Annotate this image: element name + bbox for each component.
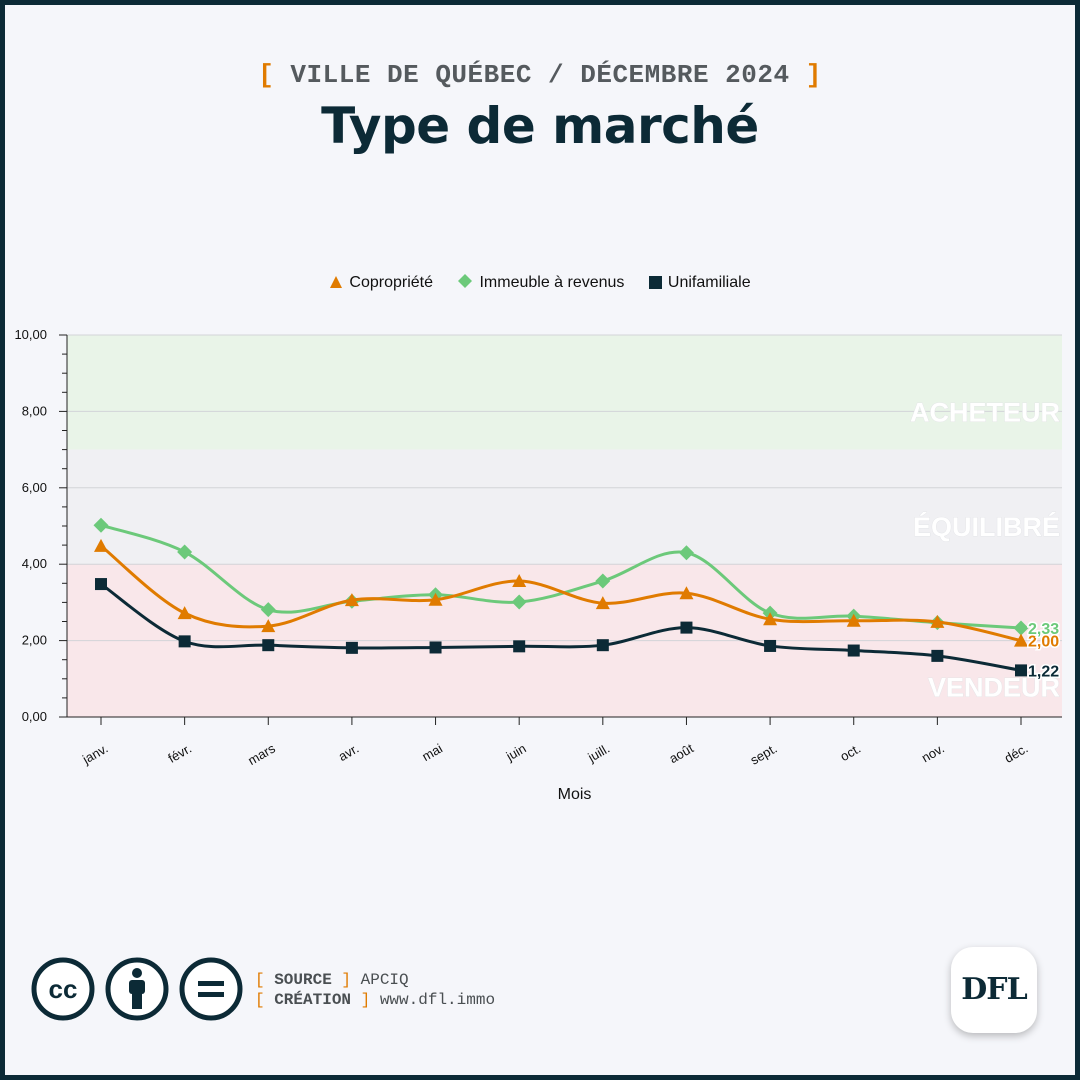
x-tick-label: mai (419, 741, 445, 765)
legend-label-copropriete: Copropriété (349, 273, 434, 291)
dfl-logo: DFL (951, 947, 1037, 1033)
attribution-icon (105, 957, 169, 1021)
credits: [ SOURCE ] APCIQ [ CRÉATION ] www.dfl.im… (255, 970, 495, 1010)
chart-legend: Copropriété Immeuble à revenus Unifamili… (5, 273, 1075, 292)
x-axis-title: Mois (558, 786, 592, 803)
cc-icon: cc (31, 957, 95, 1021)
credit-creation-value: www.dfl.immo (379, 991, 496, 1009)
end-value-label: 2,33 (1028, 621, 1059, 638)
x-tick-label: mars (245, 740, 278, 768)
end-value-label: 2,00 (1028, 634, 1059, 651)
data-point-triangle (1014, 633, 1028, 647)
kicker-text: VILLE DE QUÉBEC / DÉCEMBRE 2024 (290, 60, 790, 90)
legend-label-immeuble: Immeuble à revenus (479, 274, 625, 291)
data-point-diamond (260, 602, 276, 618)
data-point-square (1015, 664, 1027, 677)
y-tick-label: 8,00 (22, 403, 47, 418)
data-point-square (513, 640, 526, 653)
data-point-diamond (1013, 620, 1029, 636)
x-tick-label: avr. (336, 741, 362, 764)
x-tick-label: févr. (165, 741, 194, 766)
data-point-triangle (428, 592, 443, 606)
x-tick-label: juill. (585, 741, 613, 766)
data-point-triangle (94, 538, 108, 552)
data-point-triangle (679, 586, 694, 600)
data-point-diamond (678, 545, 694, 561)
zone-band-2 (67, 449, 1062, 565)
data-point-square (680, 621, 693, 634)
x-tick-label: nov. (919, 741, 947, 766)
credit-creation-key: CRÉATION (274, 991, 352, 1009)
credit-source-value: APCIQ (360, 971, 409, 989)
data-point-diamond (511, 594, 527, 610)
data-point-diamond (595, 573, 611, 589)
x-tick-label: déc. (1002, 741, 1031, 766)
y-tick-label: 2,00 (22, 633, 47, 648)
cc-text: cc (49, 974, 78, 1004)
y-tick-label: 0,00 (22, 709, 47, 724)
y-tick-label: 10,00 (14, 327, 47, 342)
legend-item-copropriete: Copropriété (329, 274, 433, 292)
x-tick-label: janv. (79, 741, 110, 768)
x-tick-label: oct. (838, 741, 864, 764)
data-point-triangle (344, 593, 359, 607)
end-value-label: 1,22 (1028, 663, 1059, 680)
data-point-square (95, 578, 107, 591)
data-point-triangle (177, 606, 192, 620)
kicker-bracket-close: ] (805, 60, 822, 90)
data-point-square (847, 644, 860, 657)
data-point-triangle (846, 613, 861, 627)
kicker: [ VILLE DE QUÉBEC / DÉCEMBRE 2024 ] (5, 60, 1075, 90)
series-line-triangle (100, 544, 1022, 643)
data-point-square (345, 641, 358, 654)
data-point-triangle (763, 612, 778, 626)
legend-item-unifamiliale: Unifamiliale (648, 273, 751, 292)
page-title: Type de marché (321, 97, 759, 155)
data-point-square (178, 635, 191, 648)
data-point-triangle (595, 596, 610, 610)
x-tick-label: juin (503, 741, 529, 765)
series-line-square (100, 582, 1022, 672)
zone-label: VENDEUR (928, 672, 1060, 702)
data-point-diamond (177, 544, 193, 560)
legend-item-immeuble: Immeuble à revenus (457, 273, 624, 292)
data-point-diamond (93, 517, 109, 533)
x-tick-label: sept. (748, 741, 780, 768)
no-derivatives-icon (179, 957, 243, 1021)
zone-label: ACHETEUR (910, 397, 1060, 427)
data-point-square (764, 639, 777, 652)
data-point-triangle (930, 614, 945, 628)
kicker-bracket-open: [ (258, 60, 275, 90)
data-point-triangle (261, 619, 276, 633)
credit-creation: [ CRÉATION ] www.dfl.immo (255, 991, 496, 1009)
credit-source: [ SOURCE ] APCIQ (255, 971, 409, 989)
x-tick-label: août (667, 740, 697, 766)
data-point-square (596, 639, 609, 652)
zone-label: ÉQUILIBRÉ (913, 511, 1060, 542)
triangle-icon (330, 275, 343, 288)
zone-band-1 (67, 335, 1062, 450)
square-icon (648, 275, 662, 289)
data-point-triangle (512, 574, 527, 588)
legend-label-unifamiliale: Unifamiliale (667, 273, 751, 291)
credit-source-key: SOURCE (274, 971, 332, 989)
y-tick-label: 6,00 (22, 480, 47, 495)
data-point-square (429, 641, 442, 654)
data-point-square (931, 649, 944, 662)
line-chart: ACHETEUR ÉQUILIBRÉ VENDEUR 0,00 2,00 4,00 6,00… (14, 327, 1062, 803)
diamond-icon (458, 274, 473, 288)
y-tick-label: 4,00 (22, 556, 47, 571)
data-point-square (262, 639, 275, 652)
